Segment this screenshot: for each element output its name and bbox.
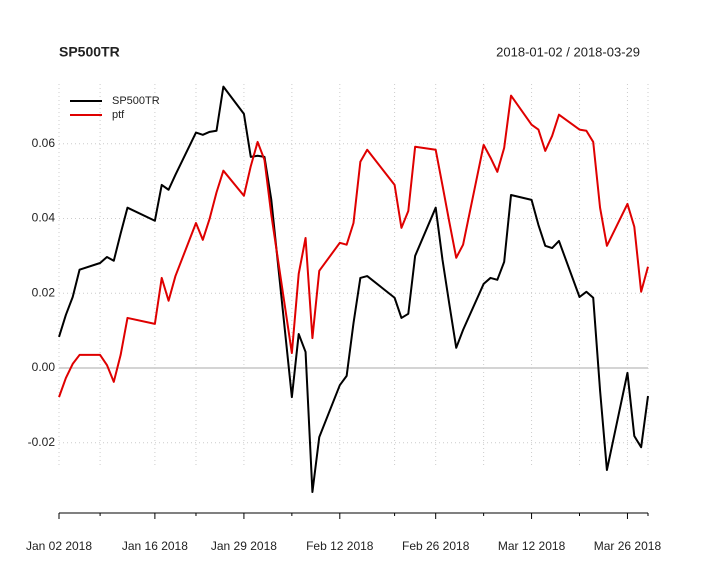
x-tick-label: Jan 02 2018 bbox=[26, 539, 92, 553]
chart-subtitle: 2018-01-02 / 2018-03-29 bbox=[496, 44, 640, 59]
x-tick-label: Jan 16 2018 bbox=[122, 539, 188, 553]
y-tick-label: 0.00 bbox=[32, 360, 56, 374]
series-line bbox=[58, 85, 649, 494]
x-tick-label: Feb 12 2018 bbox=[306, 539, 374, 553]
chart-title: SP500TR bbox=[59, 44, 120, 60]
y-tick-label: 0.06 bbox=[32, 136, 56, 150]
y-tick-label: -0.02 bbox=[28, 435, 56, 449]
y-tick-label: 0.02 bbox=[32, 285, 56, 299]
x-tick-label: Mar 26 2018 bbox=[594, 539, 662, 553]
x-tick-label: Feb 26 2018 bbox=[402, 539, 470, 553]
legend-label: SP500TR bbox=[112, 95, 160, 107]
legend-label: ptf bbox=[112, 109, 125, 121]
series-line bbox=[58, 94, 649, 398]
x-tick-label: Mar 12 2018 bbox=[498, 539, 566, 553]
x-tick-label: Jan 29 2018 bbox=[211, 539, 277, 553]
y-tick-label: 0.04 bbox=[32, 211, 56, 225]
